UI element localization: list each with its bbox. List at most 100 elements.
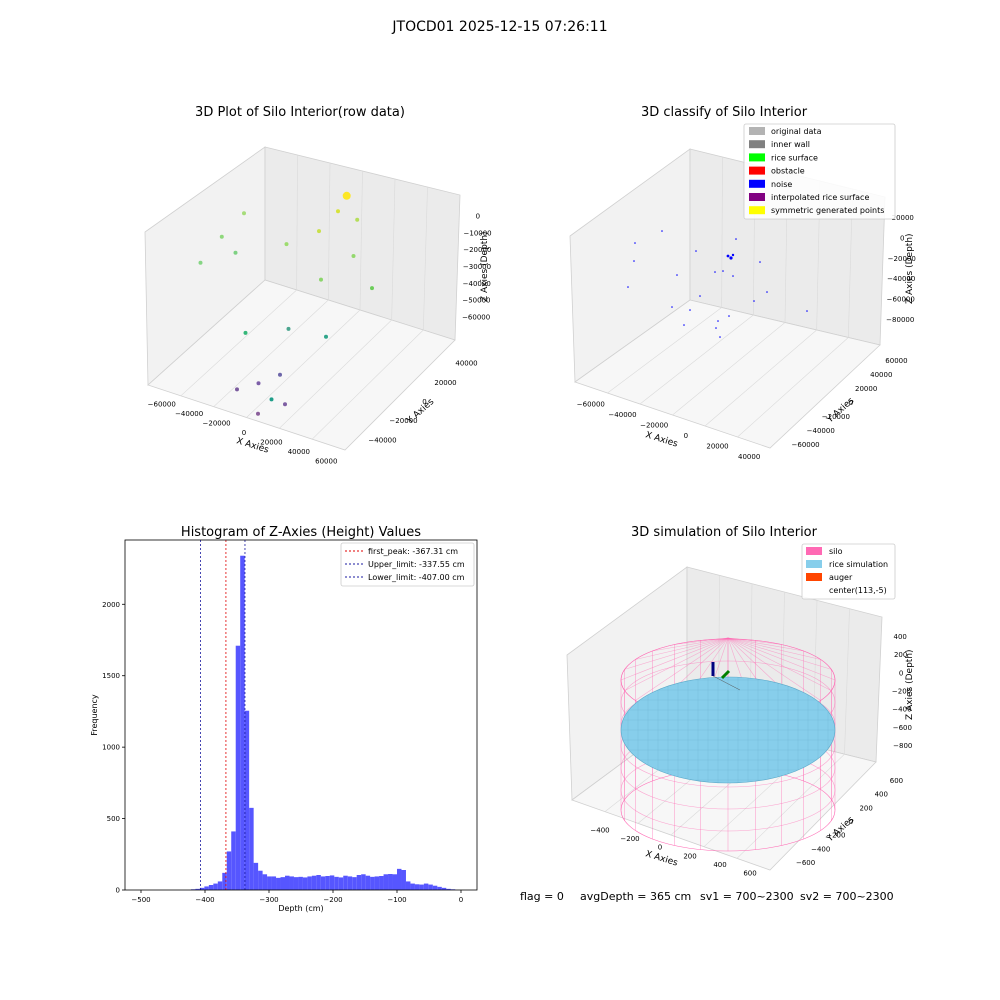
raw-x-ticks-label: −20000 <box>203 420 231 428</box>
histogram-y-label: Frequency <box>90 694 99 736</box>
cls-z-ticks-label: −40000 <box>887 275 915 283</box>
histogram-y-tick-label: 2000 <box>102 601 120 609</box>
raw-data-point <box>256 381 261 386</box>
grid-line <box>423 186 428 331</box>
simulation-legend-label: silo <box>829 547 843 556</box>
simulation-legend-swatch <box>806 573 822 581</box>
grid-line <box>180 289 297 397</box>
grid-line <box>704 329 817 427</box>
raw-data-point <box>233 250 238 255</box>
histogram-bar <box>379 876 384 890</box>
grid-line <box>296 154 298 291</box>
panel-histogram: Histogram of Z-Axies (Height) Values −50… <box>90 525 478 913</box>
grid-line <box>672 322 786 416</box>
histogram-x-label: Depth (cm) <box>278 904 323 913</box>
silo-roof-line <box>700 637 729 641</box>
histogram-bar <box>293 877 299 890</box>
raw-data-point <box>284 242 289 247</box>
silo-roof-line <box>635 637 729 701</box>
rice-simulation-surface <box>620 676 836 784</box>
raw-z-ticks-label: −30000 <box>463 263 491 271</box>
grid-line <box>328 162 331 301</box>
silo-roof-line <box>727 637 821 660</box>
silo-roof-line <box>727 637 782 645</box>
grid-line <box>391 178 396 321</box>
classify-x-ticks: −60000−40000 −20000 0 20000 40000 <box>577 400 761 461</box>
raw-x-ticks-label: 60000 <box>315 457 337 465</box>
histogram-bar <box>405 881 411 890</box>
cls-z-ticks-label: −60000 <box>887 296 915 304</box>
cls-z-ticks-label: 0 <box>900 235 904 243</box>
raw-z-ticks-label: −60000 <box>462 314 490 322</box>
histogram-bar <box>217 881 223 890</box>
silo-roof-line <box>727 637 804 652</box>
histogram-bar <box>208 885 214 890</box>
raw-y-ticks-label: 0 <box>422 398 426 406</box>
cls-z-ticks-label: −80000 <box>886 316 914 324</box>
figure-title: JTOCD01 2025-12-15 07:26:11 <box>391 19 607 35</box>
raw-z-ticks-label: −10000 <box>464 229 492 237</box>
status-line: flag = 0 avgDepth = 365 cm sv1 = 700~230… <box>520 890 894 903</box>
cls-x-ticks-label: −40000 <box>608 411 636 419</box>
raw-data-point <box>324 334 328 339</box>
histogram-bar <box>446 888 451 890</box>
histogram-legend-label: first_peak: -367.31 cm <box>368 547 458 556</box>
histogram-bar <box>325 876 330 890</box>
histogram-bar <box>356 875 362 890</box>
simulation-y-label: Y Axies <box>825 815 857 845</box>
sim-x-ticks-label: 200 <box>683 852 696 860</box>
histogram-x-tick-label: −300 <box>259 896 278 904</box>
histogram-bar <box>276 877 281 890</box>
simulation-z-label: Z Axies (Depth) <box>905 649 915 720</box>
status-flag: flag = 0 <box>520 890 564 903</box>
classify-legend-label: rice surface <box>771 153 818 162</box>
classify-legend-swatch <box>749 179 765 188</box>
panel-simulation: 3D simulation of Silo Interior −400 −200 0… <box>566 525 915 878</box>
raw-data-point <box>198 260 203 265</box>
histogram-y-ticks: 0 500 1000 1500 2000 <box>102 601 125 895</box>
cls-y-ticks-label: −60000 <box>792 441 820 449</box>
silo-roof-line <box>727 637 832 691</box>
histogram-bar <box>240 555 245 890</box>
sim-z-ticks-label: 0 <box>899 669 903 677</box>
status-avg-depth: avgDepth = 365 cm <box>580 890 691 903</box>
cls-x-ticks-label: 0 <box>684 432 688 440</box>
histogram-bar <box>414 884 420 890</box>
sim-z-ticks-label: 200 <box>894 651 907 659</box>
histogram-x-tick-label: −400 <box>195 896 214 904</box>
raw-x-ticks-label: −60000 <box>148 401 176 409</box>
grid-line <box>639 314 754 405</box>
simulation-x-label: X Axies <box>644 849 679 868</box>
simulation-legend-label: auger <box>829 573 853 582</box>
raw-data-point <box>370 286 374 291</box>
cls-x-ticks-label: −20000 <box>640 421 668 429</box>
classify-legend-swatch <box>749 153 765 162</box>
sim-z-ticks-label: 400 <box>894 633 907 641</box>
raw-z-ticks-label: −40000 <box>463 280 491 288</box>
simulation-x-ticks: −400 −200 0 200 400 600 <box>590 826 756 877</box>
raw-y-ticks: −40000 −20000 0 20000 40000 <box>368 360 477 445</box>
histogram-bar <box>329 875 335 890</box>
cls-x-ticks-label: 20000 <box>706 442 728 450</box>
sim-y-ticks-label: −400 <box>811 845 830 853</box>
sim-z-ticks-label: −200 <box>892 688 911 696</box>
raw-z-ticks-label: −20000 <box>463 246 491 254</box>
histogram-bar <box>311 875 317 890</box>
raw-z-ticks-label: 0 <box>476 212 480 220</box>
sim-x-ticks-label: −400 <box>590 826 609 834</box>
histogram-bar <box>235 645 241 890</box>
silo-roof-line <box>635 637 729 660</box>
raw-y-ticks-label: −20000 <box>389 417 417 425</box>
histogram-y-tick-label: 500 <box>107 815 120 823</box>
grid-line <box>359 170 363 311</box>
sim-y-ticks-label: −600 <box>796 859 815 867</box>
histogram-bar <box>262 874 268 890</box>
histogram-bar <box>383 874 389 890</box>
histogram-bar <box>298 876 303 890</box>
raw-data-point <box>269 397 274 402</box>
raw-x-ticks-label: 40000 <box>288 448 310 456</box>
histogram-bar <box>437 886 442 890</box>
silo-roof-line <box>624 637 729 670</box>
grid-line <box>721 156 723 308</box>
